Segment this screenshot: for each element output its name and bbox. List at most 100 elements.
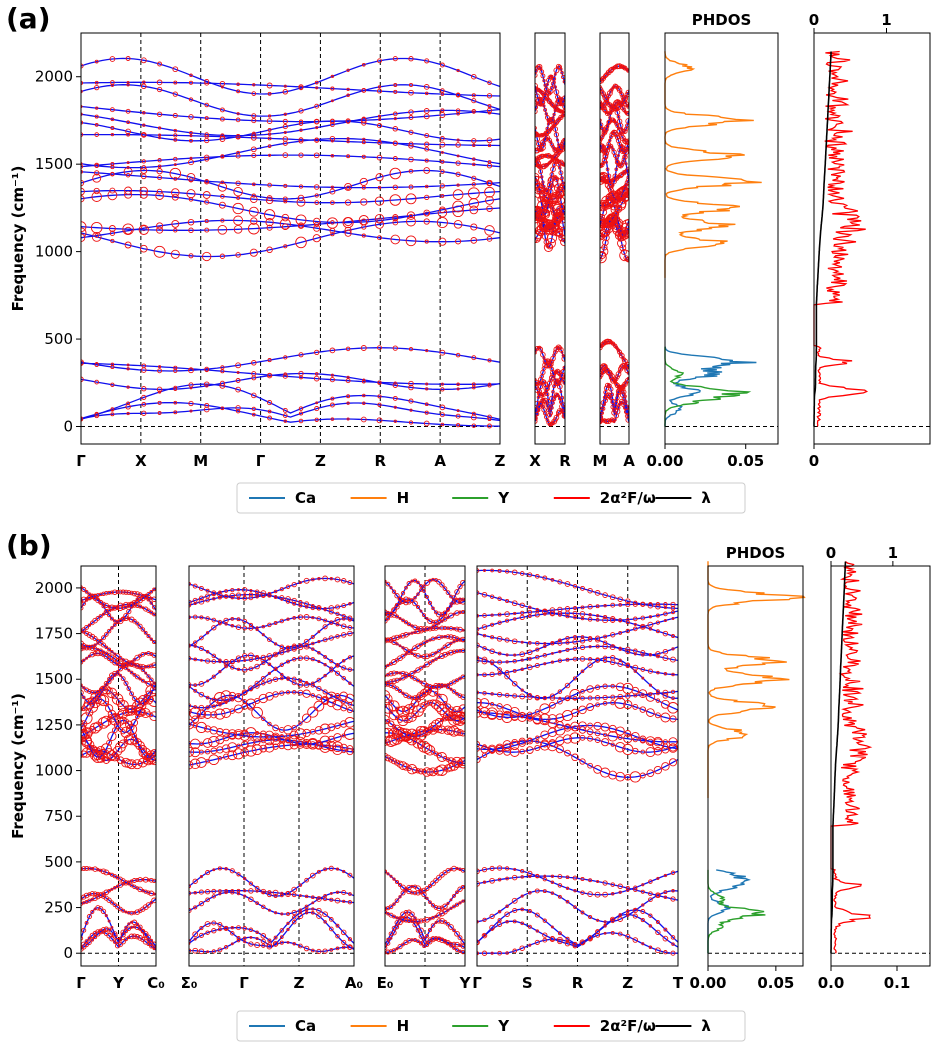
coupling-circle [418, 918, 424, 924]
coupling-circle [273, 894, 278, 898]
coupling-circle [487, 104, 492, 109]
coupling-circle [204, 366, 210, 372]
a2f-frame [813, 32, 931, 445]
coupling-circle [94, 84, 100, 91]
coupling-circle [340, 704, 348, 712]
coupling-circle [618, 163, 624, 169]
coupling-circle [619, 92, 625, 97]
coupling-circle [204, 749, 211, 755]
coupling-circle [204, 156, 210, 162]
coupling-circle [625, 598, 631, 604]
coupling-circle [313, 700, 325, 712]
coupling-circle [376, 417, 383, 424]
coupling-circle [662, 648, 669, 655]
coupling-circle [472, 143, 476, 147]
coupling-circle [113, 652, 117, 656]
coupling-circle [655, 920, 660, 924]
coupling-circle [519, 571, 525, 576]
coupling-circle [106, 612, 112, 618]
phonon-band [189, 908, 354, 944]
coupling-circle [188, 367, 194, 374]
coupling-circle [534, 709, 540, 715]
coupling-circle [623, 146, 629, 152]
k-point-label: Γ [76, 974, 86, 992]
coupling-circle [436, 579, 442, 585]
coupling-circle [527, 656, 532, 661]
coupling-circle [104, 590, 109, 596]
coupling-circle [205, 631, 210, 635]
coupling-circle [418, 626, 424, 632]
coupling-circle [548, 739, 557, 747]
coupling-circle [146, 934, 151, 940]
coupling-circle [412, 884, 418, 889]
coupling-circle [211, 590, 217, 596]
coupling-circle [433, 701, 445, 712]
coupling-circle [291, 909, 297, 916]
coupling-circle [451, 756, 463, 768]
coupling-circle [84, 698, 89, 704]
coupling-circle [149, 637, 153, 641]
coupling-circle [85, 656, 89, 660]
coupling-circle [220, 365, 225, 370]
coupling-circle [106, 628, 112, 634]
coupling-circle [199, 635, 204, 641]
coupling-circle [456, 382, 460, 387]
coupling-circle [248, 206, 259, 217]
coupling-circle [248, 881, 254, 886]
coupling-circle [564, 682, 571, 689]
coupling-circle [392, 156, 398, 161]
coupling-circle [94, 412, 99, 417]
coupling-circle [471, 93, 476, 98]
coupling-circle [265, 196, 274, 205]
coupling-circle [130, 925, 134, 929]
coupling-circle [610, 617, 616, 623]
coupling-circle [205, 650, 210, 654]
coupling-circle [140, 595, 146, 602]
coupling-circle [440, 108, 445, 113]
k-point-label: Γ [76, 452, 86, 470]
coupling-circle [446, 607, 450, 611]
coupling-circle [632, 616, 638, 622]
k-point-label: C₀ [147, 974, 165, 992]
coupling-circle [535, 607, 539, 611]
coupling-circle [393, 83, 398, 87]
coupling-circle [456, 409, 460, 413]
coupling-circle [107, 709, 117, 719]
y-tick-label: 750 [44, 807, 73, 825]
coupling-circle [329, 620, 334, 625]
coupling-circle [319, 723, 331, 735]
coupling-circle [542, 877, 547, 882]
coupling-circle [520, 714, 525, 719]
coupling-circle [424, 653, 430, 660]
coupling-circle [150, 749, 156, 757]
coupling-circle [662, 739, 668, 745]
coupling-circle [385, 740, 388, 747]
coupling-circle [424, 133, 430, 139]
coupling-circle [455, 92, 461, 97]
coupling-circle [490, 692, 494, 696]
coupling-circle [553, 394, 558, 399]
coupling-circle [106, 717, 112, 723]
coupling-circle [397, 688, 403, 694]
coupling-circle [189, 684, 192, 689]
coupling-circle [129, 670, 134, 675]
coupling-circle [624, 773, 632, 781]
coupling-circle [451, 679, 457, 685]
coupling-circle [594, 590, 601, 596]
coupling-circle [404, 585, 408, 590]
coupling-circle [557, 894, 562, 899]
coupling-circle [489, 648, 495, 655]
coupling-circle [439, 141, 446, 148]
coupling-circle [261, 890, 265, 894]
coupling-circle [640, 615, 646, 621]
coupling-circle [625, 663, 631, 669]
coupling-circle [549, 172, 555, 177]
coupling-circle [267, 136, 272, 141]
coupling-circle [486, 137, 493, 144]
coupling-circle [227, 742, 238, 753]
coupling-circle [428, 578, 432, 583]
coupling-circle [141, 386, 147, 392]
coupling-circle [385, 752, 389, 760]
phdos-title: PHDOS [726, 544, 786, 562]
phonon-band [385, 911, 465, 945]
